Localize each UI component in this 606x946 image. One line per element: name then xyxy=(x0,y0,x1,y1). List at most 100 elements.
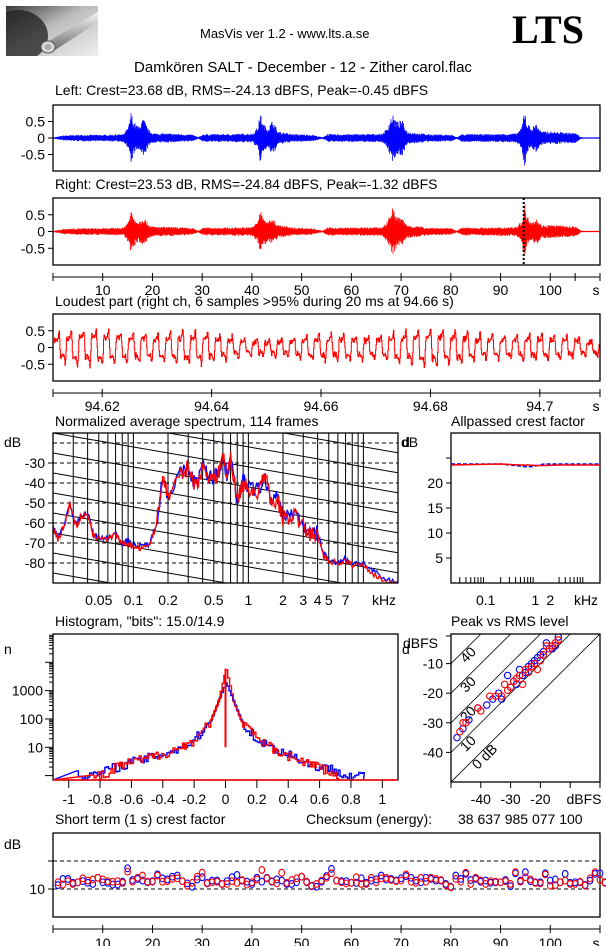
loudest-frame xyxy=(52,313,601,382)
crest-right-point xyxy=(467,880,475,888)
histogram-xtick-label: -1 xyxy=(62,791,75,807)
crest-right-point xyxy=(357,880,365,888)
crest-title: Short term (1 s) crest factor xyxy=(55,811,226,827)
crest-right-point xyxy=(512,868,519,877)
spectrum-ylabel: dB xyxy=(4,434,21,450)
spectrum-xtick-label: 0.1 xyxy=(124,592,144,608)
spectrum-slope-line xyxy=(53,93,398,153)
peak-rms-right-point xyxy=(524,668,533,677)
spectrum-xtick-label: 0.2 xyxy=(158,592,178,608)
crest-xtick-label: 30 xyxy=(194,935,210,946)
crest-right-point xyxy=(362,880,370,888)
crest-right-point xyxy=(377,874,385,883)
allpassed-ytick-label: 5 xyxy=(435,550,443,566)
histogram-xtick-label: 0.6 xyxy=(310,791,330,807)
crest-right-point xyxy=(253,875,261,884)
crest-right-point xyxy=(273,879,281,888)
crest-left-point xyxy=(417,878,425,887)
peak-rms-right-point xyxy=(530,659,539,668)
crest-right-point xyxy=(139,871,146,880)
spectrum-ytick-label: -40 xyxy=(25,475,45,491)
histogram-ylabel: n xyxy=(4,641,12,657)
allpassed-ytick-label: 20 xyxy=(427,475,443,491)
peak-rms-diagonal xyxy=(451,634,541,724)
histogram-xtick-label: 0.2 xyxy=(247,791,267,807)
peak-rms-xtick-label: -30 xyxy=(500,791,520,807)
crest-left-point xyxy=(198,873,206,882)
right-waveform-xtick-label: 50 xyxy=(294,282,310,298)
peak-rms-right-point xyxy=(539,650,548,659)
loudest-ytick-label: 0 xyxy=(37,340,45,356)
histogram-ytick-label: 10 xyxy=(27,739,43,755)
spectrum-slope-line xyxy=(53,113,398,173)
spectrum-frame xyxy=(52,432,399,584)
peak-rms-right-point xyxy=(536,656,545,665)
peak-rms-right-point xyxy=(518,680,527,689)
crest-right-point xyxy=(74,878,82,887)
allpassed-xlabel: kHz xyxy=(574,592,598,608)
loudest-part-title: Loudest part (right ch, 6 samples >95% d… xyxy=(55,293,454,309)
allpassed-xtick-label: 0.1 xyxy=(476,592,496,608)
crest-right-point xyxy=(457,877,465,886)
crest-right-point xyxy=(104,877,112,886)
right-waveform-ytick-label: 0 xyxy=(37,224,45,240)
loudest-xtick-label: 94.7 xyxy=(526,398,553,414)
peak-rms-ytick-label: -40 xyxy=(423,744,443,760)
crest-right-point xyxy=(447,883,455,892)
allpassed-xtick-label: 1 xyxy=(531,592,539,608)
peak-rms-right-point xyxy=(459,719,467,727)
peak-rms-left-point xyxy=(521,668,530,677)
peak-rms-diagonals xyxy=(451,634,600,782)
right-waveform-xtick-label: 70 xyxy=(393,282,409,298)
crest-right-point xyxy=(591,868,599,877)
right-channel-title: Right: Crest=23.53 dB, RMS=-24.84 dBFS, … xyxy=(55,176,438,192)
spectrum-xtick-label: 0.5 xyxy=(204,592,224,608)
crest-right-point xyxy=(129,877,136,886)
crest-right-point xyxy=(477,876,485,885)
loudest-trace xyxy=(54,328,600,369)
peak-rms-left-point xyxy=(503,671,512,680)
crest-right-point xyxy=(178,877,186,886)
checksum-value: 38 637 985 077 100 xyxy=(458,811,583,827)
crest-right-point xyxy=(417,873,425,882)
spectrum-slope-line xyxy=(53,13,398,73)
crest-right-point xyxy=(412,878,420,887)
peak-rms-left-point xyxy=(539,648,548,656)
crest-right-point xyxy=(188,878,196,887)
crest-right-point xyxy=(119,878,126,887)
crest-right-point xyxy=(303,877,310,886)
crest-right-point xyxy=(437,876,445,884)
spectrum-xtick-label: 5 xyxy=(325,592,333,608)
crest-right-point xyxy=(546,881,554,890)
spectrum-slope-line xyxy=(280,433,398,454)
crest-left-point xyxy=(54,881,62,890)
allpassed-left-line xyxy=(451,463,600,468)
spectrum-slope-line xyxy=(53,193,398,253)
spectrum-slope-line xyxy=(53,173,398,233)
crest-right-point xyxy=(278,868,286,877)
crest-right-point xyxy=(462,868,470,877)
loudest-xtick-label: 94.64 xyxy=(194,398,229,414)
crest-right-point xyxy=(323,873,330,882)
histogram-xtick-label: -0.2 xyxy=(182,791,206,807)
histogram-xtick-label: 0.4 xyxy=(278,791,298,807)
allpassed-title: Allpassed crest factor xyxy=(451,413,585,429)
allpassed-ytick-label: 15 xyxy=(427,500,443,516)
crest-right-point xyxy=(566,880,574,888)
crest-right-point xyxy=(367,873,375,882)
right-waveform-xtick-label: 20 xyxy=(145,282,161,298)
left-waveform-trace xyxy=(53,113,600,166)
peak-rms-right-point xyxy=(533,665,542,674)
peak-rms-diagonal xyxy=(451,634,482,664)
crest-right-point xyxy=(149,877,156,886)
crest-right-point xyxy=(159,877,166,886)
spectrum-xtick-label: 4 xyxy=(314,592,322,608)
crest-right-point xyxy=(397,876,405,885)
peak-rms-right-point xyxy=(515,671,524,680)
right-waveform-xtick-label: 60 xyxy=(344,282,360,298)
histogram-xtick-label: -0.4 xyxy=(151,791,175,807)
allpassed-right-line xyxy=(450,463,600,467)
right-waveform-xtick-label: 10 xyxy=(95,282,111,298)
spectrum-right-line xyxy=(53,452,398,583)
crest-right-point xyxy=(124,867,131,876)
